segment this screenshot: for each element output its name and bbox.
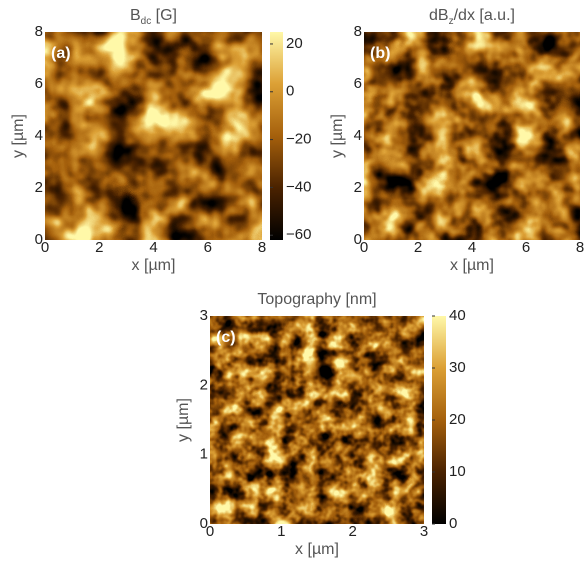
x-tick-label: 6 [522,239,530,256]
colorbar-tick-label: 0 [449,515,457,532]
y-tick-label: 0 [354,231,362,248]
title-part: B [130,7,141,24]
colorbar-tick-label: 10 [449,463,466,480]
x-tick-label: 0 [206,523,214,540]
heatmap-image [45,32,262,240]
heatmap-image [364,32,580,240]
x-tick-label: 0 [360,239,368,256]
x-axis-label: x [µm] [450,257,494,274]
x-tick-label: 1 [277,523,285,540]
chart-title: dBz/dx [a.u.] [429,7,515,26]
x-tick-label: 4 [149,239,157,256]
heatmap-image [210,316,424,524]
y-tick-label: 6 [35,75,43,92]
title-subscript: z [449,16,454,27]
x-tick-label: 2 [348,523,356,540]
colorbar-tick-label: 40 [449,307,466,324]
y-tick-label: 8 [35,23,43,40]
y-axis-label: y [µm] [329,114,346,158]
title-part: dB [429,7,449,24]
panel-label: (c) [216,329,236,346]
x-tick-label: 2 [95,239,103,256]
y-tick-label: 2 [35,179,43,196]
x-axis-label: x [µm] [132,257,176,274]
y-tick-label: 4 [35,127,43,144]
x-tick-label: 0 [41,239,49,256]
y-tick-label: 2 [200,376,208,393]
colorbar-tick-label: 0 [286,83,294,100]
x-axis-label: x [µm] [295,541,339,558]
y-tick-label: 1 [200,446,208,463]
y-tick-label: 4 [354,127,362,144]
y-axis-label: y [µm] [175,398,192,442]
y-tick-label: 3 [200,307,208,324]
colorbar-tick-label: −40 [286,178,311,195]
colorbar [270,32,283,240]
colorbar-tick-label: 20 [286,35,303,52]
y-tick-label: 0 [200,515,208,532]
x-tick-label: 8 [576,239,584,256]
x-tick-label: 6 [204,239,212,256]
x-tick-label: 8 [258,239,266,256]
title-part: [G] [151,7,177,24]
panel-label: (a) [51,45,71,62]
x-tick-label: 2 [414,239,422,256]
x-tick-label: 4 [468,239,476,256]
colorbar [432,316,446,524]
chart-title: Topography [nm] [257,291,376,308]
y-tick-label: 6 [354,75,362,92]
chart-title: Bdc [G] [130,7,177,26]
panel-label: (b) [370,45,390,62]
colorbar-tick-label: 30 [449,359,466,376]
y-tick-label: 8 [354,23,362,40]
y-tick-label: 0 [35,231,43,248]
title-part: /dx [a.u.] [454,7,515,24]
title-subscript: dc [141,16,152,27]
y-axis-label: y [µm] [10,114,27,158]
title-part: Topography [nm] [257,291,376,308]
colorbar-tick-label: −20 [286,131,311,148]
colorbar-tick-label: 20 [449,411,466,428]
colorbar-tick-label: −60 [286,226,311,243]
y-tick-label: 2 [354,179,362,196]
x-tick-label: 3 [420,523,428,540]
